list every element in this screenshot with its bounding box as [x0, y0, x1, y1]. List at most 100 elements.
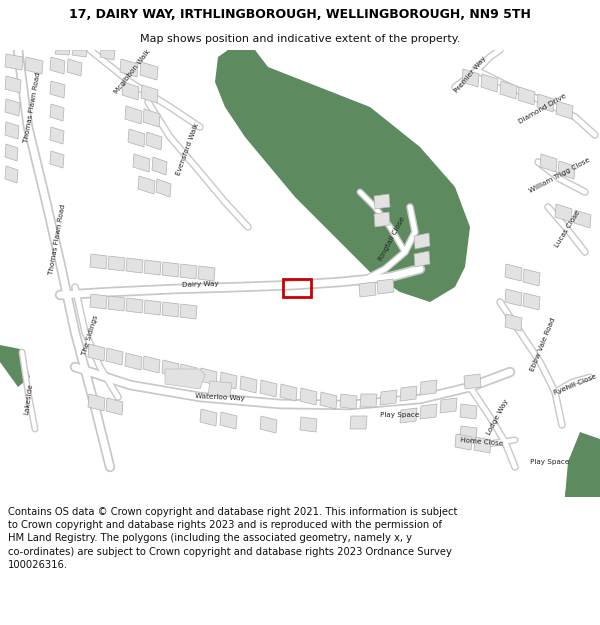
Polygon shape — [143, 356, 160, 373]
Polygon shape — [462, 69, 479, 87]
Text: Waterloo Way: Waterloo Way — [195, 392, 245, 401]
Polygon shape — [374, 194, 390, 209]
Text: Lucas Close: Lucas Close — [554, 209, 582, 249]
Polygon shape — [5, 99, 20, 116]
Polygon shape — [558, 161, 575, 179]
Text: Contains OS data © Crown copyright and database right 2021. This information is : Contains OS data © Crown copyright and d… — [8, 507, 457, 570]
Text: Map shows position and indicative extent of the property.: Map shows position and indicative extent… — [140, 34, 460, 44]
Polygon shape — [518, 87, 535, 105]
Text: Home Close: Home Close — [460, 437, 504, 447]
Polygon shape — [350, 416, 367, 429]
Polygon shape — [143, 109, 160, 127]
Polygon shape — [146, 132, 162, 150]
Polygon shape — [152, 157, 167, 175]
Polygon shape — [162, 302, 179, 317]
Polygon shape — [240, 376, 257, 393]
Polygon shape — [460, 426, 477, 441]
Polygon shape — [100, 50, 115, 60]
Polygon shape — [67, 59, 82, 76]
Polygon shape — [180, 304, 197, 319]
Text: Dairy Way: Dairy Way — [182, 281, 218, 288]
Polygon shape — [50, 127, 64, 144]
Text: Mcgibbon Walk: Mcgibbon Walk — [113, 49, 151, 96]
Polygon shape — [180, 264, 197, 279]
Text: 17, DAIRY WAY, IRTHLINGBOROUGH, WELLINGBOROUGH, NN9 5TH: 17, DAIRY WAY, IRTHLINGBOROUGH, WELLINGB… — [69, 8, 531, 21]
Polygon shape — [126, 258, 143, 273]
Polygon shape — [162, 262, 179, 277]
Text: Premier Way: Premier Way — [453, 56, 487, 94]
Polygon shape — [565, 437, 600, 497]
Polygon shape — [505, 289, 522, 306]
Polygon shape — [360, 394, 377, 407]
Polygon shape — [72, 50, 87, 57]
Polygon shape — [464, 374, 481, 389]
Polygon shape — [5, 166, 18, 183]
Polygon shape — [460, 404, 477, 419]
Polygon shape — [200, 368, 217, 385]
Polygon shape — [537, 94, 554, 112]
Polygon shape — [162, 360, 179, 377]
Polygon shape — [440, 398, 457, 413]
Text: Ryehill Close: Ryehill Close — [553, 374, 598, 396]
Polygon shape — [144, 260, 161, 275]
Polygon shape — [106, 348, 123, 365]
Polygon shape — [90, 254, 107, 269]
Polygon shape — [122, 82, 139, 100]
Polygon shape — [374, 212, 390, 227]
Polygon shape — [50, 104, 64, 121]
Polygon shape — [50, 151, 64, 168]
Polygon shape — [260, 380, 277, 397]
Polygon shape — [208, 381, 232, 397]
Polygon shape — [300, 417, 317, 432]
Polygon shape — [474, 437, 491, 453]
Polygon shape — [200, 409, 217, 426]
Polygon shape — [220, 372, 237, 389]
Polygon shape — [25, 57, 43, 74]
Polygon shape — [5, 76, 21, 93]
Polygon shape — [320, 392, 337, 409]
Polygon shape — [5, 54, 23, 70]
Polygon shape — [565, 432, 600, 497]
Polygon shape — [133, 154, 150, 172]
Polygon shape — [280, 384, 297, 401]
Text: The Sidings: The Sidings — [81, 314, 99, 356]
Polygon shape — [144, 300, 161, 315]
Polygon shape — [5, 122, 19, 139]
Polygon shape — [540, 154, 557, 172]
Polygon shape — [340, 394, 357, 409]
Polygon shape — [505, 314, 522, 331]
Polygon shape — [125, 106, 142, 124]
Polygon shape — [377, 279, 394, 294]
Polygon shape — [380, 390, 397, 405]
Text: Diamond Drive: Diamond Drive — [517, 93, 567, 125]
Text: Evensford Walk: Evensford Walk — [176, 122, 200, 176]
Bar — [283, 279, 311, 297]
Polygon shape — [300, 388, 317, 405]
Polygon shape — [420, 404, 437, 419]
Text: Ebbw Vale Road: Ebbw Vale Road — [529, 317, 557, 373]
Polygon shape — [359, 282, 376, 297]
Polygon shape — [126, 298, 143, 313]
Polygon shape — [420, 380, 437, 395]
Polygon shape — [414, 251, 430, 267]
Polygon shape — [108, 296, 125, 311]
Polygon shape — [90, 294, 107, 309]
Polygon shape — [260, 416, 277, 433]
Polygon shape — [165, 369, 205, 389]
Polygon shape — [414, 233, 430, 249]
Polygon shape — [574, 210, 591, 228]
Polygon shape — [555, 204, 572, 222]
Polygon shape — [220, 412, 237, 429]
Text: William Trigg Close: William Trigg Close — [529, 156, 592, 194]
Polygon shape — [141, 85, 158, 103]
Polygon shape — [108, 256, 125, 271]
Polygon shape — [215, 50, 470, 302]
Polygon shape — [5, 144, 18, 161]
Polygon shape — [198, 266, 215, 281]
Polygon shape — [106, 398, 123, 415]
Text: Play Space: Play Space — [530, 459, 569, 465]
Text: Play Space: Play Space — [380, 412, 419, 418]
Polygon shape — [88, 344, 105, 361]
Polygon shape — [138, 176, 155, 194]
Polygon shape — [55, 50, 70, 55]
